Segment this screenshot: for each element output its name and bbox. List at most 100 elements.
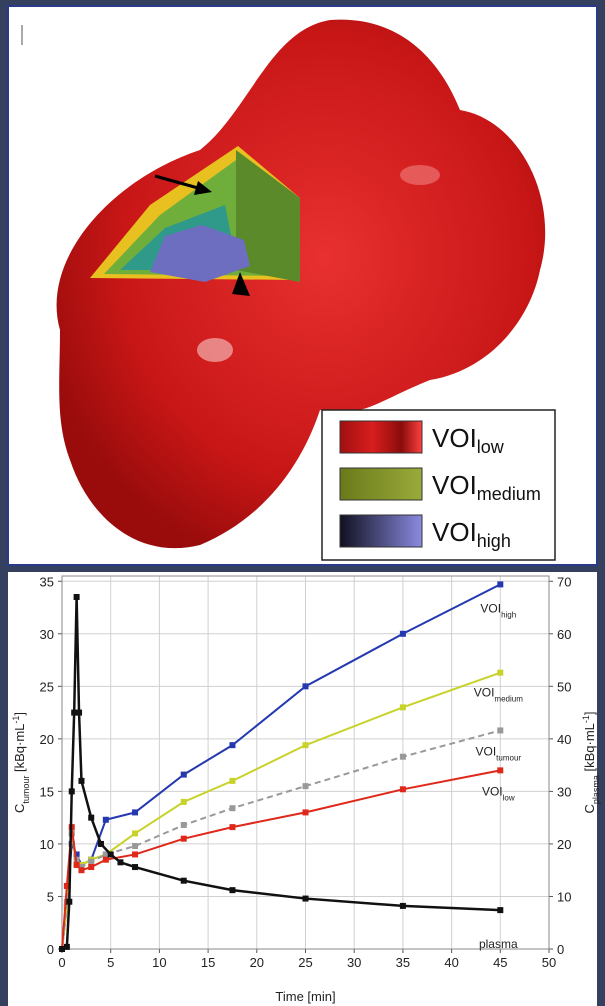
data-point: [181, 772, 187, 778]
series-subscript: medium: [494, 694, 523, 703]
data-point: [497, 727, 503, 733]
y2-axis-label-part: [kBq·mL: [582, 723, 597, 775]
data-point: [497, 670, 503, 676]
y-tick-label: 15: [40, 784, 54, 799]
data-point: [78, 867, 84, 873]
data-point: [229, 805, 235, 811]
data-point: [76, 710, 82, 716]
series-name: VOI: [476, 744, 497, 758]
series-name: plasma: [479, 937, 518, 951]
data-point: [303, 783, 309, 789]
data-point: [229, 742, 235, 748]
data-point: [108, 851, 114, 857]
data-point: [78, 778, 84, 784]
y-tick-label: 35: [40, 574, 54, 589]
data-point: [400, 754, 406, 760]
data-point: [74, 594, 80, 600]
x-tick-label: 30: [347, 955, 361, 970]
data-point: [88, 864, 94, 870]
data-point: [132, 864, 138, 870]
y2-tick-label: 10: [557, 889, 571, 904]
data-point: [229, 824, 235, 830]
y2-tick-label: 20: [557, 837, 571, 852]
data-point: [181, 836, 187, 842]
y2-axis-label-part: ]: [582, 711, 597, 715]
data-point: [229, 778, 235, 784]
y2-tick-label: 60: [557, 627, 571, 642]
data-point: [303, 896, 309, 902]
data-point: [181, 878, 187, 884]
data-point: [132, 830, 138, 836]
data-point: [400, 786, 406, 792]
data-point: [303, 809, 309, 815]
data-point: [400, 903, 406, 909]
data-point: [88, 859, 94, 865]
data-point: [181, 799, 187, 805]
data-point: [88, 815, 94, 821]
page: VOIlowVOImediumVOIhigh 05101520253035010…: [0, 0, 605, 1006]
y-tick-label: 30: [40, 627, 54, 642]
x-tick-label: 20: [250, 955, 264, 970]
y-tick-label: 10: [40, 837, 54, 852]
legend-swatch: [340, 515, 422, 547]
legend-subscript: low: [477, 437, 505, 457]
data-point: [400, 704, 406, 710]
legend-name: VOI: [432, 517, 477, 547]
y2-tick-label: 30: [557, 784, 571, 799]
data-point: [132, 809, 138, 815]
data-point: [66, 899, 72, 905]
y2-axis-label-part: -1: [581, 715, 591, 723]
data-point: [132, 851, 138, 857]
y-tick-label: 5: [47, 889, 54, 904]
legend-subscript: medium: [477, 484, 541, 504]
y-axis-label-part: [kBq·mL: [12, 724, 27, 776]
legend-subscript: high: [477, 531, 511, 551]
y2-axis-label-part: C: [582, 804, 597, 813]
y2-tick-label: 0: [557, 942, 564, 957]
legend-name: VOI: [432, 470, 477, 500]
data-point: [69, 788, 75, 794]
data-point: [497, 767, 503, 773]
x-tick-label: 0: [58, 955, 65, 970]
x-tick-label: 5: [107, 955, 114, 970]
y-axis-label-part: -1: [11, 716, 21, 724]
data-point: [303, 683, 309, 689]
legend-swatch: [340, 421, 422, 453]
data-point: [229, 887, 235, 893]
x-tick-label: 10: [152, 955, 166, 970]
series-subscript: high: [501, 610, 516, 619]
figure: VOIlowVOImediumVOIhigh 05101520253035010…: [0, 0, 605, 1006]
legend-name: VOI: [432, 423, 477, 453]
data-point: [497, 581, 503, 587]
data-point: [303, 742, 309, 748]
y-axis-label-part: ]: [12, 712, 27, 716]
data-point: [181, 822, 187, 828]
y2-tick-label: 40: [557, 732, 571, 747]
data-point: [64, 944, 70, 950]
data-point: [103, 817, 109, 823]
series-subscript: tumour: [496, 753, 521, 762]
y-axis-label-part: tumour: [21, 776, 31, 804]
y-tick-label: 25: [40, 679, 54, 694]
y2-tick-label: 70: [557, 574, 571, 589]
y2-tick-label: 50: [557, 679, 571, 694]
x-tick-label: 50: [542, 955, 556, 970]
data-point: [103, 857, 109, 863]
series-label: plasma: [479, 937, 518, 951]
x-axis-label: Time [min]: [275, 989, 335, 1004]
data-point: [132, 843, 138, 849]
series-name: VOI: [474, 686, 495, 700]
series-subscript: low: [503, 793, 515, 802]
y-tick-label: 0: [47, 942, 54, 957]
x-tick-label: 25: [298, 955, 312, 970]
legend-swatch: [340, 468, 422, 500]
x-tick-label: 35: [396, 955, 410, 970]
series-name: VOI: [482, 784, 503, 798]
y2-axis-label-part: plasma: [591, 775, 601, 804]
data-point: [400, 631, 406, 637]
y-axis-label-part: C: [12, 804, 27, 813]
data-point: [117, 859, 123, 865]
x-tick-label: 15: [201, 955, 215, 970]
x-tick-label: 40: [444, 955, 458, 970]
